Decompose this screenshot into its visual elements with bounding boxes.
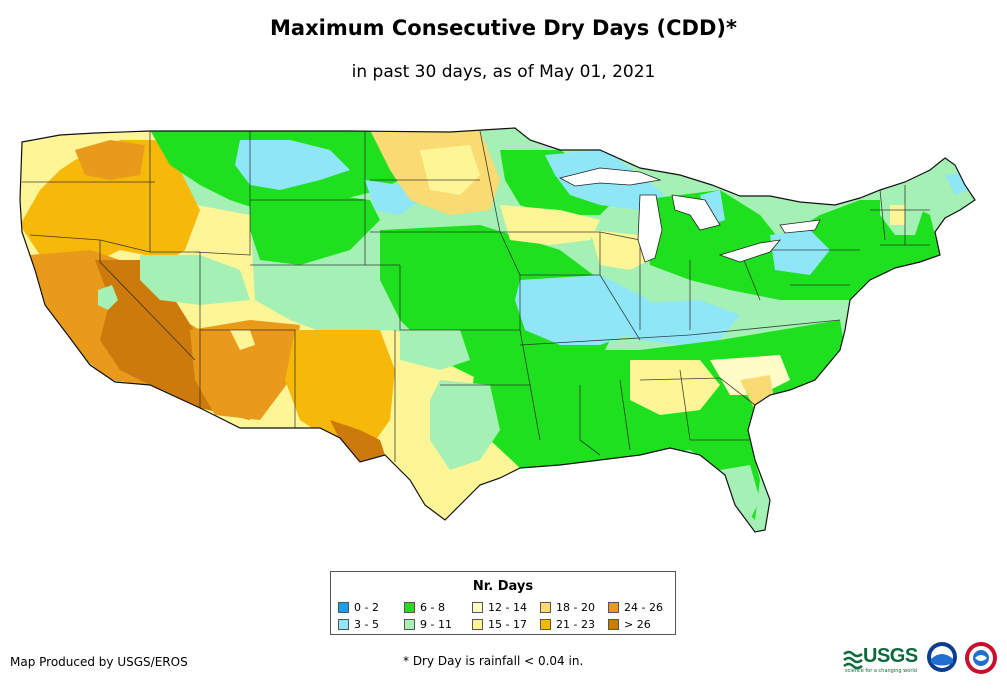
legend-label: 6 - 8 xyxy=(420,601,445,614)
legend-label: > 26 xyxy=(624,618,651,631)
legend-item: 9 - 11 xyxy=(404,618,452,631)
legend-item: 12 - 14 xyxy=(472,601,527,614)
nws-logo-icon xyxy=(965,642,997,674)
legend-item: 21 - 23 xyxy=(540,618,595,631)
legend-swatch xyxy=(338,602,349,613)
legend-label: 3 - 5 xyxy=(354,618,379,631)
legend-swatch xyxy=(608,602,619,613)
great-lakes xyxy=(558,167,821,263)
legend-label: 12 - 14 xyxy=(488,601,527,614)
legend-item: 15 - 17 xyxy=(472,618,527,631)
legend-swatch xyxy=(338,619,349,630)
legend-label: 15 - 17 xyxy=(488,618,527,631)
map-title: Maximum Consecutive Dry Days (CDD)* xyxy=(270,16,737,40)
legend-title: Nr. Days xyxy=(472,579,534,594)
usgs-logo: USGS xyxy=(863,645,918,667)
legend-swatch xyxy=(608,619,619,630)
state-boundaries xyxy=(22,130,930,462)
legend-label: 21 - 23 xyxy=(556,618,595,631)
legend-swatch xyxy=(404,619,415,630)
usgs-tagline: science for a changing world xyxy=(845,668,917,674)
legend-item: 6 - 8 xyxy=(404,601,445,614)
agency-logos: USGS science for a changing world xyxy=(843,640,1007,680)
map-subtitle: in past 30 days, as of May 01, 2021 xyxy=(351,62,656,82)
noaa-logo-icon xyxy=(927,642,957,672)
legend-label: 0 - 2 xyxy=(354,601,379,614)
legend-label: 24 - 26 xyxy=(624,601,663,614)
legend-item: 0 - 2 xyxy=(338,601,379,614)
legend-swatch xyxy=(540,602,551,613)
legend-item: 24 - 26 xyxy=(608,601,663,614)
legend-swatch xyxy=(404,602,415,613)
legend-swatch xyxy=(472,602,483,613)
map-credit: Map Produced by USGS/EROS xyxy=(10,655,188,669)
legend-swatch xyxy=(540,619,551,630)
legend-item: 3 - 5 xyxy=(338,618,379,631)
legend-item: > 26 xyxy=(608,618,651,631)
legend-label: 18 - 20 xyxy=(556,601,595,614)
us-cdd-map xyxy=(19,127,976,533)
legend-swatch xyxy=(472,619,483,630)
dry-day-footnote: * Dry Day is rainfall < 0.04 in. xyxy=(403,654,584,668)
usgs-wave-icon xyxy=(843,650,863,670)
legend-item: 18 - 20 xyxy=(540,601,595,614)
legend-box: Nr. Days 0 - 2 3 - 5 6 - 8 9 - 11 12 - 1… xyxy=(330,571,676,635)
legend-label: 9 - 11 xyxy=(420,618,452,631)
